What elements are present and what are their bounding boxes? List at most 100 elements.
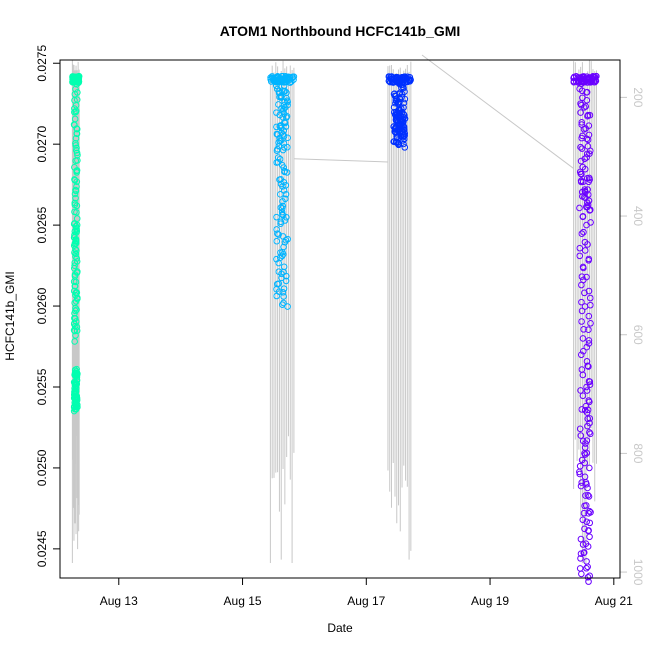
data-point [280,285,288,292]
data-point [71,190,79,198]
data-point [585,312,593,320]
data-point [272,82,280,89]
data-point [283,213,290,221]
data-point [73,149,81,157]
x-tick-label: Aug 19 [471,594,509,608]
data-point [580,509,588,517]
data-point [583,175,591,182]
data-point [72,187,80,195]
data-point [582,440,589,447]
data-point [583,449,591,457]
data-point [583,564,590,572]
data-point [585,178,592,186]
right-y-tick-label: 1000 [631,559,645,586]
data-point [586,519,594,527]
data-point [577,482,585,490]
data-point [577,143,584,151]
data-point [577,157,585,165]
data-point [576,468,583,476]
data-point [273,292,280,300]
data-point [393,98,400,105]
data-point [401,144,409,151]
data-point [282,78,290,86]
data-point [282,190,290,198]
data-point [396,98,403,106]
data-point [284,134,291,142]
data-point [576,252,584,260]
data-point [401,95,409,103]
data-point [585,363,592,370]
data-point [586,533,593,541]
data-point [71,327,79,335]
data-point [400,84,407,92]
data-point [576,204,583,212]
data-point [279,198,286,205]
data-point [273,123,280,131]
data-point [580,228,587,236]
data-point [581,78,588,86]
data-point [581,165,589,173]
data-point [73,202,81,210]
data-point [584,362,592,370]
data-point [267,76,274,83]
data-point [393,131,401,138]
data-point [580,347,587,355]
data-point [578,273,586,280]
data-point [586,74,594,82]
data-point [576,244,584,252]
data-point [572,78,580,85]
data-point [400,135,408,143]
data-point [74,89,81,96]
data-point [577,109,584,116]
data-point [584,491,592,499]
data-point [393,139,400,146]
data-point [583,409,591,416]
data-point [580,264,587,272]
data-point [578,298,585,306]
data-point [577,550,585,558]
data-point [73,183,80,190]
data-point [583,221,590,229]
data-point [570,77,578,85]
data-point [71,208,78,216]
data-point [584,563,591,571]
data-point [578,281,585,289]
y-tick-label: 0.0245 [35,530,49,567]
data-point [72,278,80,286]
data-point [585,493,593,500]
data-point [577,432,585,439]
data-point [578,570,585,578]
data-point [578,307,586,315]
data-point [73,215,81,222]
data-points [69,72,600,585]
data-point [274,230,281,237]
data-point [73,80,81,88]
data-point [279,131,287,138]
data-point [585,256,592,264]
data-point [70,320,78,327]
data-point [584,543,592,550]
data-point [585,398,593,406]
data-point [577,177,585,185]
data-point [72,381,80,388]
data-point [592,73,600,80]
data-point [580,326,587,333]
data-point [273,213,280,221]
y-axis-label: HCFC141b_GMI [3,271,17,360]
data-point [405,76,413,84]
data-point [401,73,408,81]
data-point [586,464,593,472]
x-axis-label: Date [327,621,353,635]
data-point [577,535,585,543]
data-point [584,422,591,430]
data-point [72,245,79,253]
data-point [585,578,592,585]
data-point [580,549,587,557]
data-point [71,108,78,116]
data-point [584,136,592,144]
data-point [576,425,584,433]
data-point [584,79,592,86]
data-point [273,237,281,245]
data-point [581,289,588,297]
